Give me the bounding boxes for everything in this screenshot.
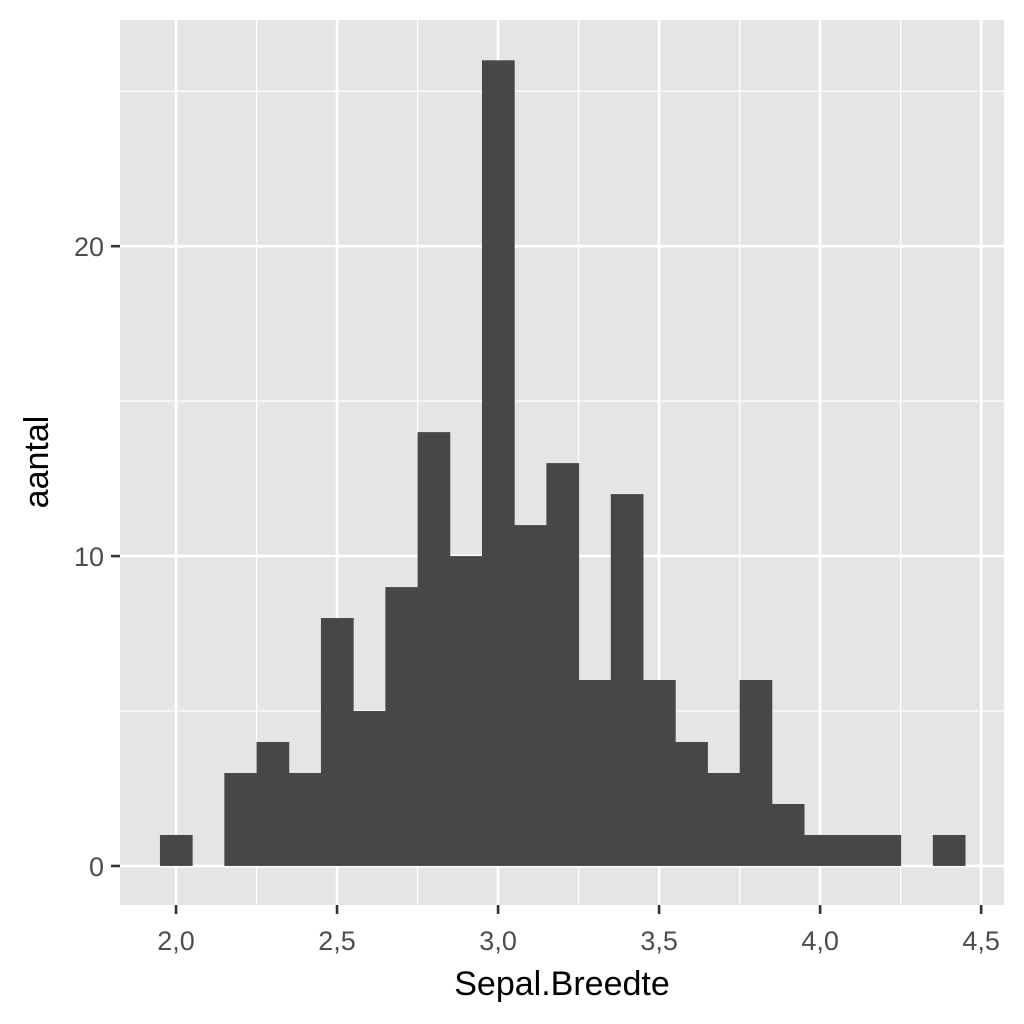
histogram-bar [836,834,869,866]
histogram-bar [868,834,902,866]
histogram-bar [256,742,290,866]
histogram-bar [159,834,193,866]
y-tick-label: 20 [74,232,104,262]
histogram-bar [514,525,547,866]
axes: 2,0 2,5 3,0 3,5 4,0 4,5 0 10 20 [74,232,1000,956]
x-tick-label: 3,0 [479,926,517,956]
histogram-bar [353,711,386,866]
histogram-bar [578,680,612,866]
x-tick-label: 4,0 [801,926,839,956]
histogram-bar [320,618,354,866]
histogram-bar [417,432,451,866]
histogram-bar [804,834,837,866]
histogram-bar [610,494,644,866]
y-axis-label: aantal [18,416,56,509]
bars [159,60,966,866]
histogram-bar [546,463,580,866]
x-axis-label: Sepal.Breedte [454,965,670,1003]
histogram-bar [481,60,515,866]
histogram-bar [675,742,708,866]
histogram-bar [385,587,419,866]
histogram-bar [288,772,322,866]
histogram-bar [739,680,773,866]
histogram-bar [932,834,966,866]
y-tick-label: 0 [89,852,104,882]
x-tick-label: 2,5 [318,926,356,956]
histogram-bar [224,772,258,866]
x-tick-label: 3,5 [640,926,678,956]
y-tick-label: 10 [74,542,104,572]
histogram-bar [771,803,805,866]
histogram-bar [707,772,741,866]
x-tick-label: 2,0 [157,926,195,956]
x-tick-label: 4,5 [962,926,1000,956]
histogram-bar [449,556,483,866]
histogram-bar [642,680,676,866]
